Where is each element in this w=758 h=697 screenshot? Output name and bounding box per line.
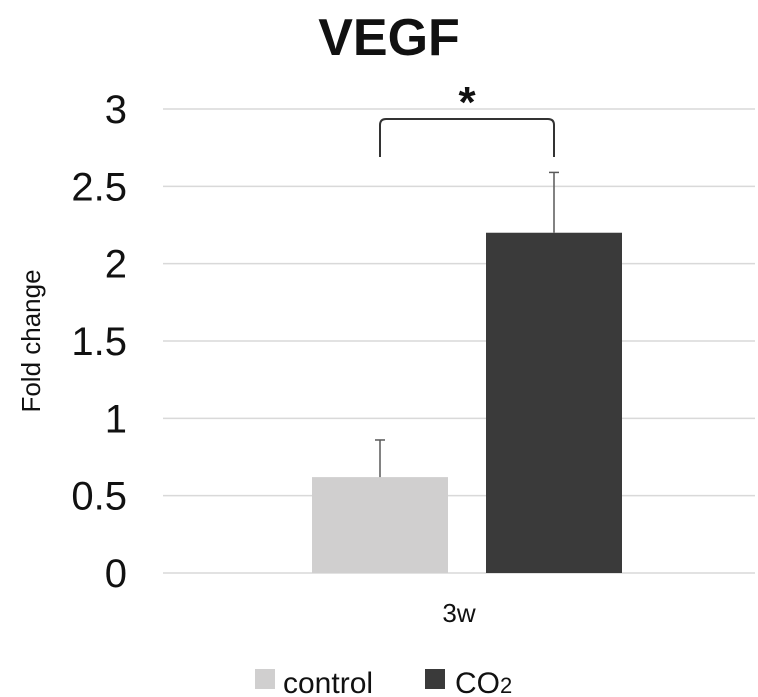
y-axis-label: Fold change xyxy=(16,269,46,412)
legend-label-control: control xyxy=(283,667,373,697)
legend-label-co2: CO2 xyxy=(455,667,512,697)
y-tick-label: 1 xyxy=(105,397,127,441)
bar-control xyxy=(312,477,448,573)
y-tick-label: 1.5 xyxy=(71,320,127,364)
significance-star: * xyxy=(458,78,476,127)
bars xyxy=(312,232,622,573)
y-tick-label: 0 xyxy=(105,552,127,596)
y-tick-label: 2.5 xyxy=(71,165,127,209)
legend-swatch-co2 xyxy=(425,669,445,689)
y-tick-label: 0.5 xyxy=(71,475,127,519)
y-tick-label: 2 xyxy=(105,243,127,287)
annotations: * xyxy=(379,78,555,157)
gridlines xyxy=(163,108,755,574)
x-tick-label: 3w xyxy=(442,598,475,628)
y-axis-ticks: 0 0.5 1 1.5 2 2.5 3 xyxy=(71,88,127,596)
error-bars xyxy=(375,171,559,478)
y-tick-label: 3 xyxy=(105,88,127,132)
x-axis-ticks: 3w xyxy=(442,598,475,628)
legend-swatch-control xyxy=(255,669,275,689)
bar-co2 xyxy=(486,232,622,573)
significance-bracket xyxy=(379,118,555,157)
chart-title: VEGF xyxy=(318,9,460,67)
legend: control CO2 xyxy=(255,667,512,697)
